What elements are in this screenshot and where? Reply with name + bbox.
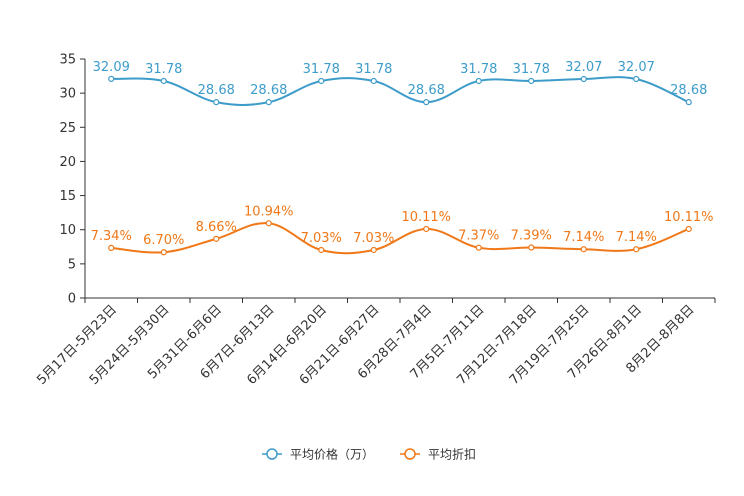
data-label: 7.03% (353, 231, 394, 246)
series-line (111, 222, 690, 255)
data-label: 31.78 (303, 62, 340, 77)
legend-marker (266, 448, 278, 460)
data-label: 31.78 (145, 62, 182, 77)
data-label: 32.07 (565, 60, 602, 75)
data-point (370, 77, 377, 85)
data-point (265, 99, 272, 106)
data-label: 6.70% (143, 233, 184, 248)
data-point (633, 75, 640, 83)
data-point (528, 77, 535, 85)
data-label: 7.14% (563, 230, 604, 245)
data-point (528, 244, 535, 251)
data-point (213, 235, 220, 242)
y-tick-label: 0 (68, 292, 76, 307)
y-tick-label: 35 (59, 53, 76, 68)
data-label: 10.94% (244, 204, 294, 219)
data-point (108, 75, 115, 82)
data-label: 28.68 (198, 83, 235, 98)
data-point (108, 244, 115, 251)
data-label: 7.34% (91, 229, 132, 244)
series-layer: 32.09 31.78 28.68 28.68 31.78 31.78 28.68 31.78… (91, 60, 714, 256)
data-point (580, 75, 587, 83)
data-label: 7.39% (511, 229, 552, 244)
y-tick-label: 15 (59, 189, 76, 204)
data-point (633, 246, 640, 253)
data-point (475, 244, 482, 251)
y-tick-label: 25 (59, 121, 76, 136)
data-point (685, 99, 692, 106)
data-label: 31.78 (513, 62, 550, 77)
data-label: 7.37% (458, 229, 499, 244)
data-point (160, 77, 167, 85)
data-point (265, 220, 272, 227)
data-point (423, 99, 430, 106)
legend-marker (404, 448, 416, 460)
legend-item-1: 平均价格（万） (262, 447, 374, 462)
data-label: 7.03% (301, 231, 342, 246)
y-tick-label: 30 (59, 87, 76, 102)
data-point (318, 246, 325, 254)
y-tick-label: 20 (59, 155, 76, 170)
legend-label: 平均折扣 (428, 447, 476, 462)
data-label: 28.68 (250, 83, 287, 98)
data-point (318, 77, 325, 85)
data-label: 32.07 (618, 60, 655, 75)
series-2: 7.34% 6.70% 8.66% 10.94% 7.03% 7.03% 10.11% 7.3… (91, 204, 714, 256)
data-label: 8.66% (196, 220, 237, 235)
data-point (213, 99, 220, 106)
data-label: 31.78 (355, 62, 392, 77)
axes: 051015202530355月17日-5月23日5月24日-5月30日5月31… (34, 53, 716, 388)
data-point (160, 249, 167, 256)
data-label: 10.11% (664, 210, 714, 225)
data-label: 10.11% (401, 210, 451, 225)
data-point (475, 77, 482, 85)
y-tick-label: 5 (68, 257, 76, 272)
data-point (423, 225, 430, 233)
data-label: 28.68 (408, 83, 445, 98)
legend: 平均价格（万） 平均折扣 (262, 447, 476, 462)
data-label: 28.68 (670, 83, 707, 98)
data-point (370, 246, 377, 254)
data-label: 31.78 (460, 62, 497, 77)
data-point (580, 246, 587, 253)
y-tick-label: 10 (59, 223, 76, 238)
data-label: 32.09 (93, 60, 130, 75)
legend-label: 平均价格（万） (290, 447, 374, 462)
legend-item-2: 平均折扣 (400, 447, 476, 462)
series-line (111, 76, 690, 107)
data-label: 7.14% (616, 230, 657, 245)
series-1: 32.09 31.78 28.68 28.68 31.78 31.78 28.68 31.78… (93, 60, 707, 107)
data-point (685, 225, 692, 233)
